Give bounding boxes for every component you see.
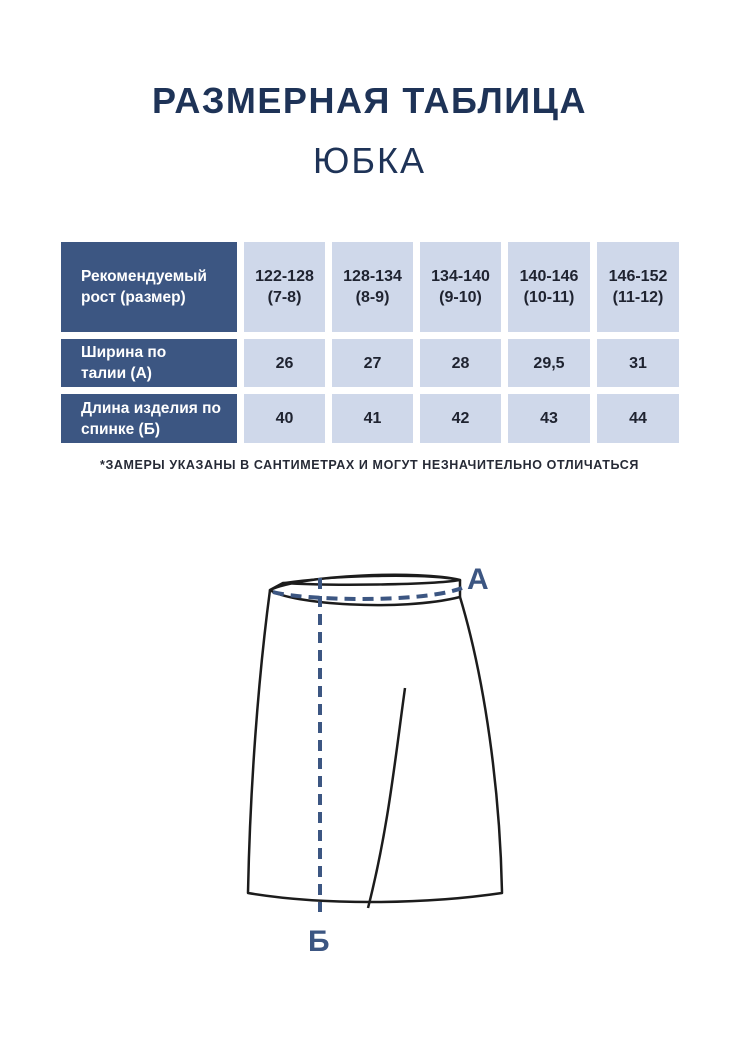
size-cell-text: 122-128 (7-8) [255,268,314,306]
row-label-length-text: Длина изделия по спинке (Б) [81,399,221,438]
page-subtitle: ЮБКА [313,140,426,181]
size-cell: 134-140 (9-10) [420,242,501,332]
waist-cell: 26 [244,339,325,387]
measurement-footnote: *ЗАМЕРЫ УКАЗАНЫ В САНТИМЕТРАХ И МОГУТ НЕ… [100,458,639,472]
waist-cell: 28 [420,339,501,387]
size-cell-text: 134-140 (9-10) [431,268,490,306]
size-cell-text: 128-134 (8-9) [343,268,402,306]
label-a: А [467,563,489,596]
size-cell: 140-146 (10-11) [508,242,590,332]
row-label-waist-text: Ширина по талии (А) [81,344,167,382]
size-cell: 122-128 (7-8) [244,242,325,332]
page-title: РАЗМЕРНАЯ ТАБЛИЦА [152,80,587,121]
waistband-inner [282,575,461,584]
size-cell-text: 146-152 (11-12) [608,268,668,306]
row-label-height: Рекомендуемый рост (размер) [61,242,237,332]
waist-cell: 31 [597,339,679,387]
row-label-height-text: Рекомендуемый рост (размер) [81,268,207,306]
skirt-outline [246,589,504,904]
size-cell: 146-152 (11-12) [597,242,679,332]
length-cell: 42 [420,394,501,443]
waist-measure-line [272,586,463,601]
length-cell: 41 [332,394,413,443]
row-label-length: Длина изделия по спинке (Б) [61,394,237,443]
length-cell: 44 [597,394,679,443]
row-label-waist: Ширина по талии (А) [61,339,237,387]
waist-cell: 27 [332,339,413,387]
size-cell-text: 140-146 (10-11) [519,268,579,306]
length-cell: 43 [508,394,590,443]
length-cell: 40 [244,394,325,443]
waist-cell: 29,5 [508,339,590,387]
wrap-fold-line [366,687,407,909]
label-b: Б [308,925,330,958]
size-cell: 128-134 (8-9) [332,242,413,332]
